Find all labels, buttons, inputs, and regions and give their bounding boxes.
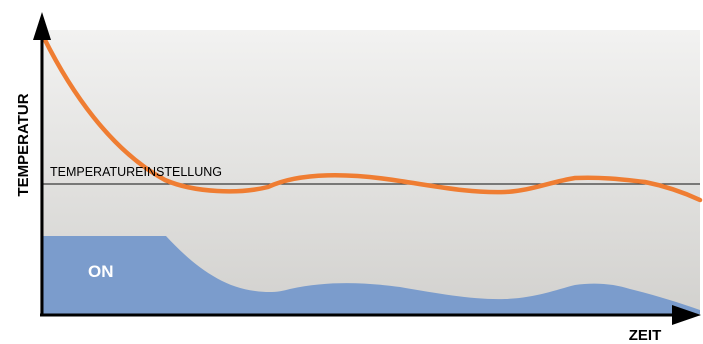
setpoint-label: TEMPERATUREINSTELLUNG (50, 165, 222, 179)
y-axis-arrow (33, 12, 51, 40)
x-axis-label: ZEIT (629, 327, 662, 344)
heater-on-label: ON (88, 262, 114, 281)
y-axis-label: TEMPERATUR (15, 93, 32, 196)
